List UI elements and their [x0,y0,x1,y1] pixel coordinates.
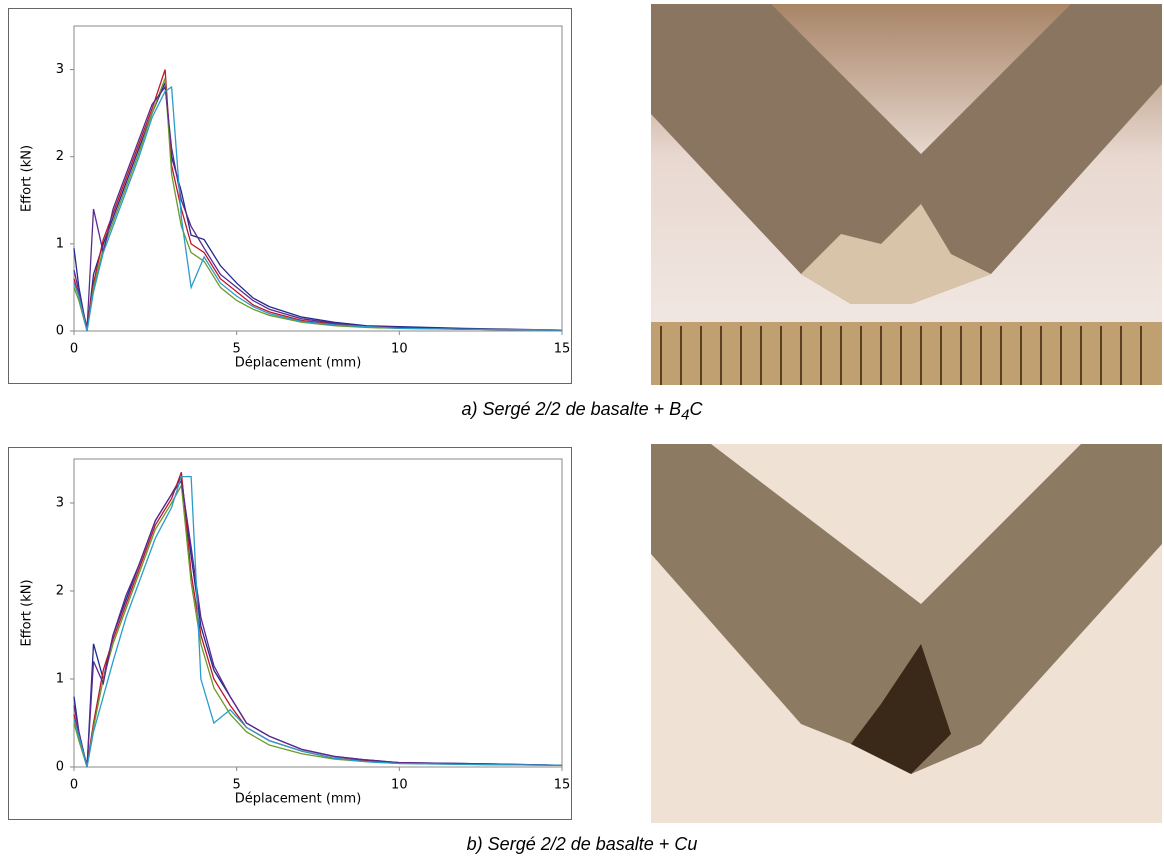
fracture-zone [851,644,951,774]
plot-frame [73,458,563,768]
plot-frame [73,25,563,332]
y-axis-label: Effort (kN) [20,145,35,212]
y-tick-label: 3 [56,62,64,77]
ruler [651,322,1162,385]
x-tick-label: 5 [233,778,241,793]
caption-subscript: 4 [681,406,690,424]
caption-text: C [689,399,703,419]
y-tick-label: 0 [56,760,64,775]
data-line [73,85,563,331]
composite-sample [651,444,1162,774]
caption-text: b) Sergé 2/2 de basalte + Cu [466,834,698,854]
y-axis-label: Effort (kN) [20,579,35,646]
data-line [73,474,563,768]
ruler-marks [660,326,1142,385]
data-line [73,479,563,768]
x-tick-label: 10 [391,342,408,357]
caption: a) Sergé 2/2 de basalte + B4C [0,399,1164,424]
y-tick-label: 2 [56,584,64,599]
y-tick-label: 0 [56,324,64,339]
photo [651,444,1162,823]
x-tick-label: 0 [70,778,78,793]
data-line [73,78,563,332]
x-axis-label: Déplacement (mm) [235,792,362,807]
data-line [73,69,563,331]
x-axis-label: Déplacement (mm) [235,356,362,371]
fracture-zone [801,204,991,304]
caption: b) Sergé 2/2 de basalte + Cu [0,834,1164,855]
x-tick-label: 0 [70,342,78,357]
y-tick-label: 1 [56,672,64,687]
y-tick-label: 3 [56,496,64,511]
composite-sample [651,4,1162,304]
chart: 0 1 2 3 0 5 10 15 Déplacement (mm) Effort (kN) [8,447,572,820]
y-tick-label: 1 [56,236,64,251]
data-line [73,82,563,332]
x-tick-label: 15 [554,342,571,357]
caption-text: a) Sergé 2/2 de basalte + B [461,399,682,419]
data-line [73,471,563,766]
data-line [73,85,563,332]
y-tick-label: 2 [56,149,64,164]
x-tick-label: 15 [554,778,571,793]
x-tick-label: 5 [233,342,241,357]
data-line [73,483,563,768]
photo [651,4,1162,385]
chart: 0 1 2 3 0 5 10 15 Déplacement (mm) Effort (kN) [8,8,572,384]
x-tick-label: 10 [391,778,408,793]
data-line [73,475,563,768]
